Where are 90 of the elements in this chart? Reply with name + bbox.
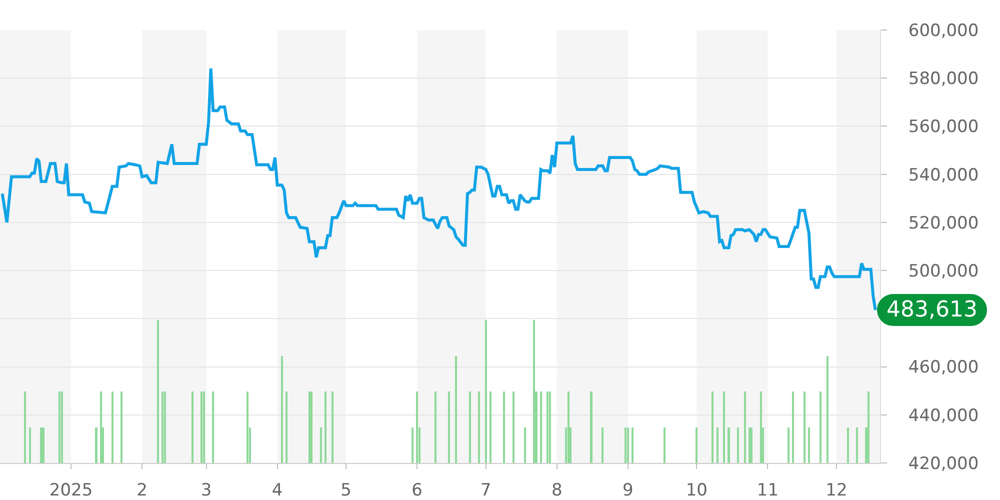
y-tick-label: 600,000 [908, 20, 979, 41]
bar [411, 427, 414, 463]
bar [310, 392, 313, 463]
y-tick-label: 520,000 [908, 213, 979, 234]
bar [200, 392, 203, 463]
bar [846, 427, 849, 463]
bar [448, 392, 450, 463]
bar [416, 392, 418, 463]
bar [100, 392, 102, 463]
line-series [0, 66, 877, 312]
bar [157, 320, 160, 463]
bar [664, 427, 666, 463]
bar [819, 392, 822, 463]
y-tick-label: 440,000 [908, 406, 979, 426]
x-tick-label: 2025 [49, 480, 93, 500]
bar [524, 427, 526, 463]
x-tick-label: 6 [412, 480, 422, 500]
y-tick-label: 420,000 [908, 454, 979, 474]
x-tick-label: 5 [340, 480, 352, 500]
bar [285, 392, 288, 463]
bar [120, 392, 122, 463]
x-tick-label: 7 [480, 480, 492, 500]
bar [202, 392, 205, 463]
annotation: 483,613 [886, 298, 978, 322]
bar [696, 427, 698, 463]
bar [468, 392, 471, 463]
y-tick-label: 580,000 [908, 69, 979, 90]
bar [162, 392, 164, 463]
bar [40, 427, 42, 463]
bar [631, 427, 634, 463]
y-tick-label: 540,000 [908, 165, 979, 186]
bar [512, 392, 514, 463]
x-tick-label: 11 [756, 480, 779, 500]
bar [856, 427, 858, 463]
bar [532, 320, 535, 463]
bar [723, 392, 726, 463]
bar [95, 427, 98, 463]
y-tick-label: 460,000 [908, 358, 979, 378]
x-tick-label: 2 [136, 480, 148, 500]
bar [602, 427, 604, 463]
bar [280, 356, 283, 463]
bar [111, 392, 114, 463]
y-tick-label: 560,000 [908, 117, 979, 138]
bar [478, 392, 480, 463]
bar [546, 392, 549, 463]
bar [320, 427, 322, 463]
x-tick-label: 10 [686, 480, 708, 500]
bar [540, 392, 542, 463]
bar [548, 392, 552, 463]
x-tick-label: 4 [272, 480, 283, 500]
bar [868, 392, 870, 463]
bar [750, 427, 753, 463]
bar [331, 392, 334, 463]
bar [626, 427, 629, 463]
bar [787, 427, 790, 463]
bar [590, 392, 592, 463]
x-tick-label: 3 [200, 480, 212, 500]
x-tick-label: 8 [551, 480, 562, 500]
x-tick-label: 9 [622, 480, 634, 500]
bar [28, 427, 31, 463]
bar [503, 392, 506, 463]
bar [212, 392, 214, 463]
bar [803, 392, 806, 463]
bar [808, 427, 810, 463]
bar [792, 392, 794, 463]
y-tick-label: 500,000 [908, 262, 979, 282]
bar [489, 392, 492, 463]
bar [42, 427, 45, 463]
bar [308, 392, 310, 463]
bar [826, 356, 828, 463]
bar [455, 356, 458, 463]
bar [748, 427, 750, 463]
bar [324, 392, 326, 463]
bar [484, 320, 487, 463]
x-tick-label: 12 [826, 480, 848, 500]
bar [164, 392, 166, 463]
bar [567, 392, 570, 463]
bar [191, 392, 194, 463]
bar [744, 392, 746, 463]
bar [434, 392, 436, 463]
bar [760, 392, 762, 463]
bar [24, 392, 26, 463]
bar [246, 392, 249, 463]
bar [58, 392, 61, 463]
bar [60, 392, 63, 463]
bar [736, 427, 739, 463]
bar [712, 392, 714, 463]
bar [716, 427, 718, 463]
bar [624, 427, 627, 463]
bar [728, 427, 730, 463]
